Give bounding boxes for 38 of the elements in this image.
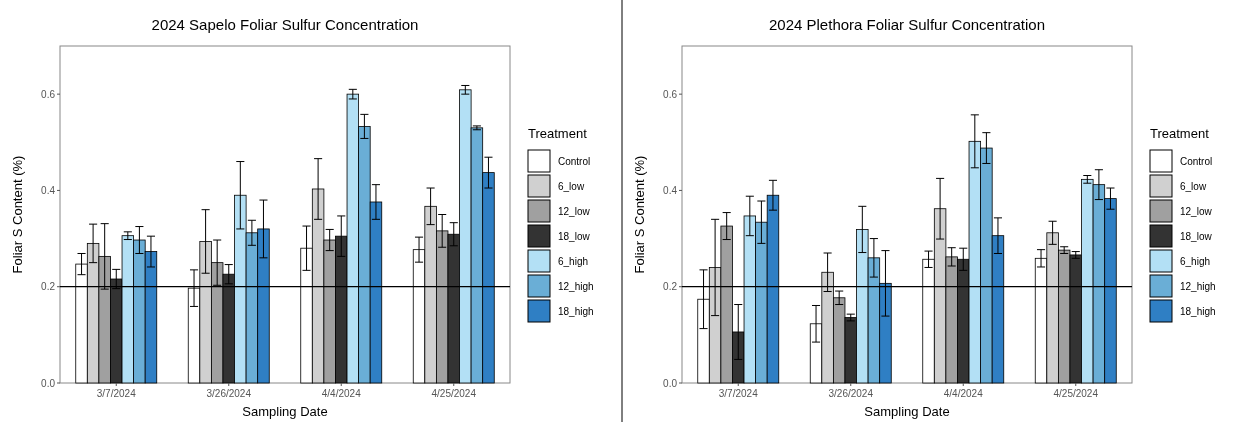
x-tick-label: 4/25/2024: [1053, 388, 1099, 399]
y-tick-label: 0.0: [663, 377, 678, 389]
legend-title: Treatment: [528, 126, 588, 141]
legend-label: 6_high: [1180, 255, 1211, 267]
legend-label: Control: [558, 155, 591, 167]
legend-label: 18_high: [1180, 305, 1216, 317]
y-tick-label: 0.0: [41, 377, 56, 389]
x-axis-title: Sampling Date: [242, 404, 328, 419]
legend-label: 6_high: [558, 255, 589, 267]
y-axis-title: Foliar S Content (%): [632, 155, 647, 274]
legend-label: 6_low: [1180, 180, 1207, 192]
legend-label: 18_low: [558, 230, 591, 242]
chart-title: 2024 Plethora Foliar Sulfur Concentration: [769, 16, 1045, 33]
legend-label: 12_high: [558, 280, 594, 292]
x-tick-label: 4/4/2024: [321, 388, 362, 399]
y-tick-label: 0.6: [663, 88, 678, 100]
x-tick-label: 4/25/2024: [431, 388, 477, 399]
chart-title: 2024 Sapelo Foliar Sulfur Concentration: [151, 16, 419, 33]
legend-label: Control: [1180, 155, 1213, 167]
x-tick-label: 3/26/2024: [206, 388, 252, 399]
legend-label: 18_low: [1180, 230, 1213, 242]
legend-label: 12_low: [1180, 205, 1213, 217]
y-tick-label: 0.2: [41, 281, 56, 293]
legend-label: 6_low: [558, 180, 585, 192]
x-tick-label: 3/7/2024: [96, 388, 137, 399]
x-tick-label: 3/26/2024: [828, 388, 874, 399]
legend-label: 12_high: [1180, 280, 1216, 292]
x-axis-title: Sampling Date: [864, 404, 950, 419]
y-tick-label: 0.2: [663, 281, 678, 293]
legend-title: Treatment: [1150, 126, 1210, 141]
y-axis-title: Foliar S Content (%): [10, 155, 25, 274]
legend-label: 12_low: [558, 205, 591, 217]
legend-label: 18_high: [558, 305, 594, 317]
y-tick-label: 0.6: [41, 88, 56, 100]
x-tick-label: 4/4/2024: [943, 388, 984, 399]
y-tick-label: 0.4: [663, 184, 678, 196]
y-tick-label: 0.4: [41, 184, 56, 196]
x-tick-label: 3/7/2024: [718, 388, 759, 399]
